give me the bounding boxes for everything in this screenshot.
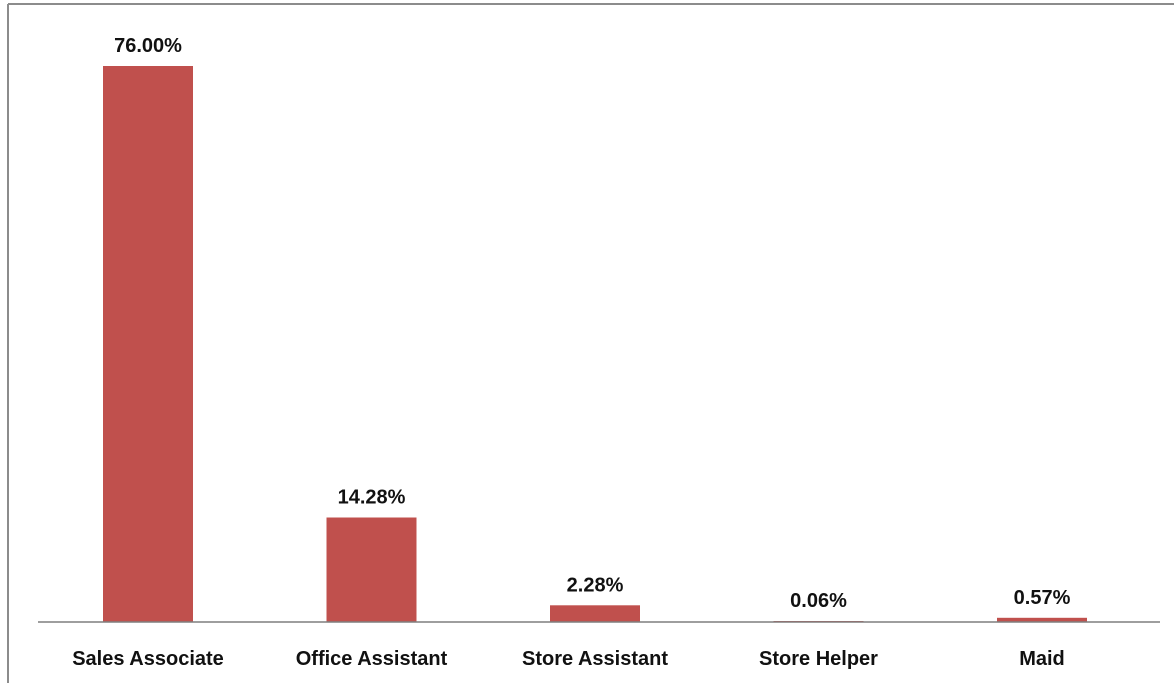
data-label-sales-associate: 76.00%	[114, 35, 182, 57]
data-label-office-assistant: 14.28%	[338, 487, 406, 509]
category-label-sales-associate: Sales Associate	[72, 648, 224, 670]
category-label-store-assistant: Store Assistant	[522, 648, 668, 670]
data-label-maid: 0.57%	[1014, 587, 1071, 609]
bar-sales-associate	[103, 66, 193, 622]
bar-office-assistant	[326, 517, 417, 622]
data-labels-layer: 76.00% 14.28% 2.28% 0.06% 0.57%	[114, 35, 1070, 612]
data-label-store-helper: 0.06%	[790, 590, 847, 612]
bar-store-assistant	[550, 605, 640, 622]
category-label-maid: Maid	[1019, 648, 1065, 670]
category-label-office-assistant: Office Assistant	[296, 648, 448, 670]
category-label-store-helper: Store Helper	[759, 648, 878, 670]
category-labels-layer: Sales Associate Office Assistant Store Ass…	[72, 648, 1065, 670]
bar-maid	[997, 617, 1087, 622]
data-label-store-assistant: 2.28%	[567, 574, 624, 596]
bars-layer	[103, 66, 1087, 622]
